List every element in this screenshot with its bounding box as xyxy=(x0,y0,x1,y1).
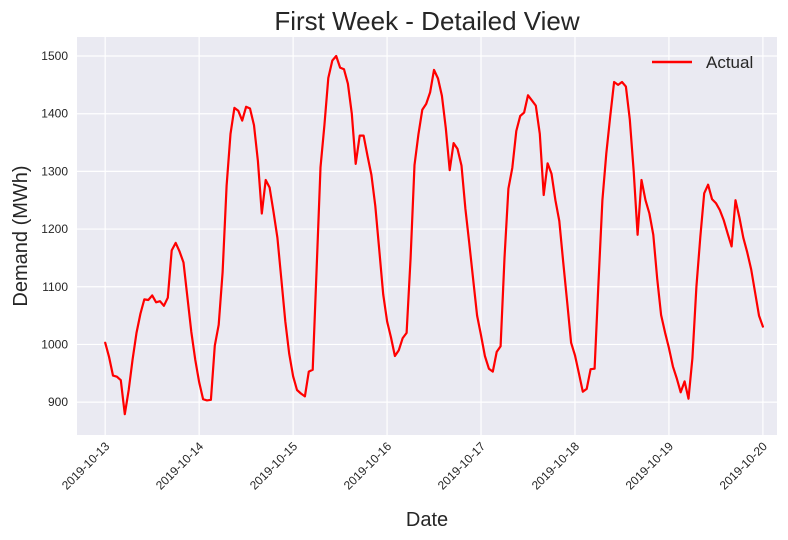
x-axis-label: Date xyxy=(406,509,448,531)
legend-label-actual: Actual xyxy=(706,53,753,72)
x-tick-label: 2019-10-17 xyxy=(435,439,489,493)
plot-background xyxy=(77,37,777,435)
x-axis-ticks: 2019-10-13 2019-10-14 2019-10-15 2019-10-16… xyxy=(59,439,770,493)
chart-title: First Week - Detailed View xyxy=(274,6,580,36)
x-tick-label: 2019-10-15 xyxy=(247,439,301,493)
y-tick-label: 1200 xyxy=(41,222,68,236)
y-tick-label: 1100 xyxy=(42,280,68,294)
legend: Actual xyxy=(652,53,753,72)
y-tick-label: 1300 xyxy=(41,164,68,178)
grid-lines xyxy=(77,37,777,435)
y-tick-label: 1500 xyxy=(41,49,68,63)
series-line-actual xyxy=(104,54,764,416)
x-tick-label: 2019-10-16 xyxy=(341,439,395,493)
x-tick-label: 2019-10-19 xyxy=(623,439,677,493)
y-axis-ticks: 900 1000 1100 1200 1300 1400 1500 xyxy=(41,49,68,409)
x-tick-label: 2019-10-18 xyxy=(529,439,583,493)
y-tick-label: 1400 xyxy=(41,107,68,121)
x-tick-label: 2019-10-13 xyxy=(59,439,113,493)
y-tick-label: 900 xyxy=(48,395,68,409)
x-tick-label: 2019-10-14 xyxy=(153,439,207,493)
x-tick-label: 2019-10-20 xyxy=(717,439,771,493)
y-tick-label: 1000 xyxy=(41,337,68,351)
y-axis-label: Demand (MWh) xyxy=(10,165,32,306)
